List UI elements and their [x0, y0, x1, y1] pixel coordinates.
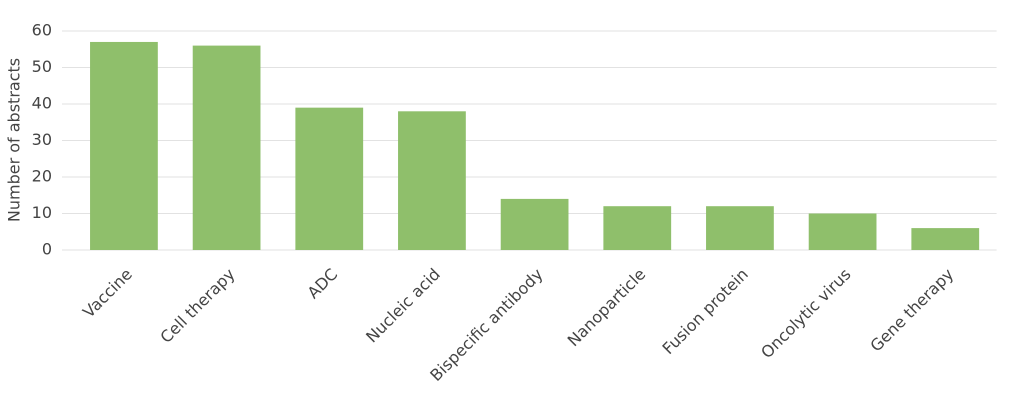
x-tick-label: Vaccine: [79, 265, 136, 322]
bar: [706, 206, 774, 250]
x-tick-label: ADC: [303, 265, 341, 303]
y-tick-label: 30: [32, 130, 52, 149]
x-tick-label: Gene therapy: [866, 265, 957, 356]
bar: [295, 107, 364, 251]
bar: [603, 206, 672, 250]
x-tick-label: Nucleic acid: [362, 265, 444, 347]
y-tick-label: 50: [32, 57, 52, 76]
bar: [500, 198, 569, 250]
y-tick-label: 10: [32, 203, 52, 222]
y-tick-label: 20: [32, 167, 52, 186]
bar: [90, 41, 158, 251]
y-tick-label: 40: [32, 94, 52, 113]
bar: [398, 111, 466, 250]
y-tick-label: 0: [42, 240, 52, 259]
bar: [808, 213, 877, 250]
x-tick-label: Bispecific antibody: [426, 265, 546, 385]
x-tick-label: Fusion protein: [659, 265, 752, 358]
y-tick-label: 60: [32, 21, 52, 40]
y-axis-label: Number of abstracts: [5, 58, 24, 222]
x-tick-label: Oncolytic virus: [757, 265, 854, 362]
bar: [192, 45, 261, 250]
bar: [911, 228, 980, 250]
x-tick-label: Nanoparticle: [564, 265, 650, 351]
x-tick-label: Cell therapy: [156, 265, 238, 347]
